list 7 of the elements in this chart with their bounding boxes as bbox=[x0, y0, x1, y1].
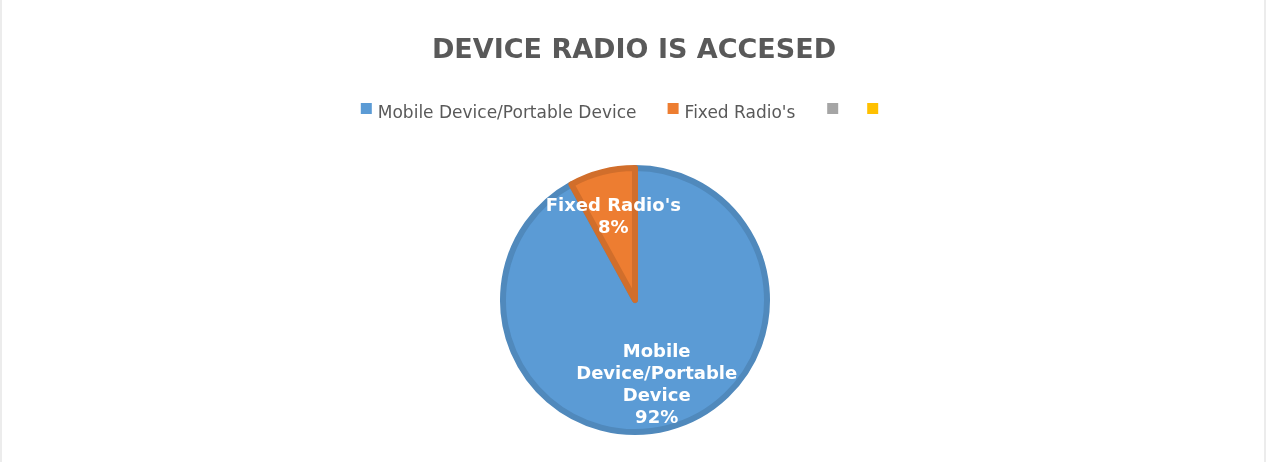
pie-slice bbox=[500, 165, 770, 435]
legend-label: Mobile Device/Portable Device bbox=[377, 102, 637, 122]
legend-label: Fixed Radio's bbox=[684, 102, 796, 122]
slice-label: Mobile Device/Portable Device bbox=[576, 340, 738, 406]
data-label: 8% bbox=[598, 215, 629, 237]
chart-title: DEVICE RADIO IS ACCESED bbox=[431, 33, 837, 64]
data-label: 92% bbox=[635, 406, 679, 428]
